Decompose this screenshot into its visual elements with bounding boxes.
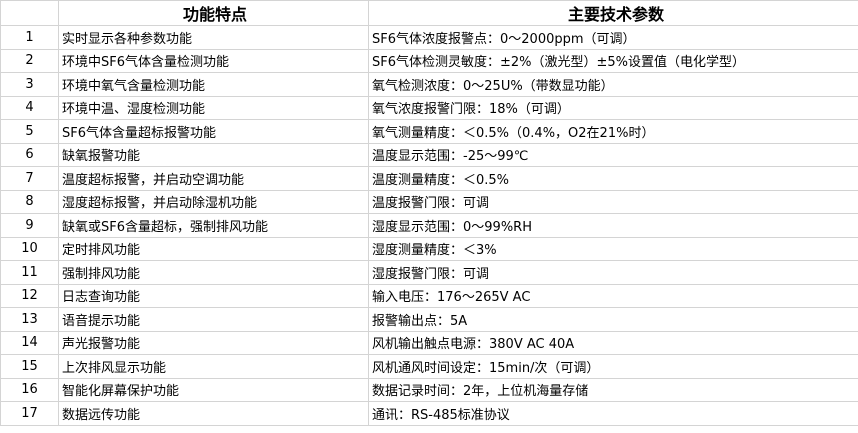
row-number: 4 (0, 95, 59, 120)
row-number: 15 (0, 354, 59, 379)
table-row: 8 湿度超标报警，并启动除湿机功能 温度报警门限：可调 (0, 189, 858, 214)
row-number: 12 (0, 283, 59, 308)
param-cell: 温度测量精度：＜0.5% (368, 166, 858, 191)
table-row: 16 智能化屏幕保护功能 数据记录时间：2年，上位机海量存储 (0, 377, 858, 402)
row-number: 11 (0, 260, 59, 285)
param-cell: 氧气测量精度：＜0.5%（0.4%，O2在21%时） (368, 119, 858, 144)
feature-cell: 上次排风显示功能 (58, 354, 369, 379)
table-row: 13 语音提示功能 报警输出点：5A (0, 307, 858, 332)
param-cell: 氧气检测浓度：0～25U%（带数显功能） (368, 72, 858, 97)
row-number: 2 (0, 48, 59, 73)
row-number: 9 (0, 213, 59, 238)
param-cell: 输入电压：176～265V AC (368, 283, 858, 308)
param-cell: 湿度显示范围：0～99%RH (368, 213, 858, 238)
param-cell: 温度报警门限：可调 (368, 189, 858, 214)
feature-cell: 环境中SF6气体含量检测功能 (58, 48, 369, 73)
param-cell: SF6气体检测灵敏度：±2%（激光型）±5%设置值（电化学型） (368, 48, 858, 73)
header-row: 功能特点 主要技术参数 (0, 0, 858, 26)
param-cell: SF6气体浓度报警点：0～2000ppm（可调） (368, 25, 858, 50)
param-cell: 通讯：RS-485标准协议 (368, 401, 858, 426)
header-num (0, 0, 59, 26)
feature-cell: 湿度超标报警，并启动除湿机功能 (58, 189, 369, 214)
table-row: 11 强制排风功能 湿度报警门限：可调 (0, 260, 858, 285)
table-row: 5 SF6气体含量超标报警功能 氧气测量精度：＜0.5%（0.4%，O2在21%时） (0, 119, 858, 144)
row-number: 6 (0, 142, 59, 167)
table-row: 10 定时排风功能 湿度测量精度：＜3% (0, 236, 858, 261)
row-number: 16 (0, 377, 59, 402)
feature-cell: 缺氧报警功能 (58, 142, 369, 167)
row-number: 8 (0, 189, 59, 214)
feature-cell: 定时排风功能 (58, 236, 369, 261)
param-cell: 风机输出触点电源：380V AC 40A (368, 330, 858, 355)
feature-cell: SF6气体含量超标报警功能 (58, 119, 369, 144)
table-row: 2 环境中SF6气体含量检测功能 SF6气体检测灵敏度：±2%（激光型）±5%设置值… (0, 48, 858, 73)
table-row: 12 日志查询功能 输入电压：176～265V AC (0, 283, 858, 308)
feature-cell: 声光报警功能 (58, 330, 369, 355)
table-row: 9 缺氧或SF6含量超标，强制排风功能 湿度显示范围：0～99%RH (0, 213, 858, 238)
feature-cell: 强制排风功能 (58, 260, 369, 285)
table-row: 3 环境中氧气含量检测功能 氧气检测浓度：0～25U%（带数显功能） (0, 72, 858, 97)
table-row: 15 上次排风显示功能 风机通风时间设定：15min/次（可调） (0, 354, 858, 379)
table-row: 6 缺氧报警功能 温度显示范围：-25～99℃ (0, 142, 858, 167)
row-number: 14 (0, 330, 59, 355)
row-number: 7 (0, 166, 59, 191)
table-row: 7 温度超标报警，并启动空调功能 温度测量精度：＜0.5% (0, 166, 858, 191)
row-number: 17 (0, 401, 59, 426)
param-cell: 氧气浓度报警门限：18%（可调） (368, 95, 858, 120)
feature-cell: 实时显示各种参数功能 (58, 25, 369, 50)
param-cell: 温度显示范围：-25～99℃ (368, 142, 858, 167)
table-row: 14 声光报警功能 风机输出触点电源：380V AC 40A (0, 330, 858, 355)
table-row: 4 环境中温、湿度检测功能 氧气浓度报警门限：18%（可调） (0, 95, 858, 120)
feature-cell: 温度超标报警，并启动空调功能 (58, 166, 369, 191)
row-number: 5 (0, 119, 59, 144)
feature-cell: 数据远传功能 (58, 401, 369, 426)
feature-cell: 语音提示功能 (58, 307, 369, 332)
feature-cell: 环境中氧气含量检测功能 (58, 72, 369, 97)
param-cell: 数据记录时间：2年，上位机海量存储 (368, 377, 858, 402)
header-feature: 功能特点 (58, 0, 369, 26)
param-cell: 风机通风时间设定：15min/次（可调） (368, 354, 858, 379)
feature-cell: 日志查询功能 (58, 283, 369, 308)
row-number: 10 (0, 236, 59, 261)
row-number: 1 (0, 25, 59, 50)
param-cell: 报警输出点：5A (368, 307, 858, 332)
feature-cell: 智能化屏幕保护功能 (58, 377, 369, 402)
param-cell: 湿度报警门限：可调 (368, 260, 858, 285)
feature-cell: 缺氧或SF6含量超标，强制排风功能 (58, 213, 369, 238)
row-number: 13 (0, 307, 59, 332)
header-param: 主要技术参数 (368, 0, 858, 26)
row-number: 3 (0, 72, 59, 97)
table-row: 17 数据远传功能 通讯：RS-485标准协议 (0, 401, 858, 426)
table-row: 1 实时显示各种参数功能 SF6气体浓度报警点：0～2000ppm（可调） (0, 25, 858, 50)
param-cell: 湿度测量精度：＜3% (368, 236, 858, 261)
feature-cell: 环境中温、湿度检测功能 (58, 95, 369, 120)
